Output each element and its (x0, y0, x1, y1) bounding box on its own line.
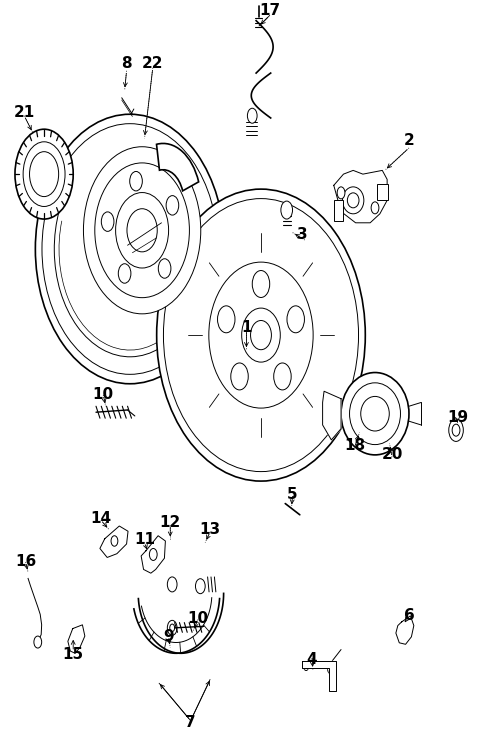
Text: 18: 18 (344, 438, 365, 453)
Circle shape (231, 363, 248, 390)
Text: 21: 21 (14, 105, 35, 120)
Text: 3: 3 (297, 226, 307, 241)
Ellipse shape (157, 189, 366, 481)
Text: 7: 7 (185, 715, 196, 730)
Circle shape (449, 419, 463, 441)
Ellipse shape (250, 320, 271, 350)
Ellipse shape (341, 372, 409, 455)
Circle shape (252, 271, 270, 298)
Circle shape (158, 259, 171, 278)
Circle shape (149, 548, 157, 560)
Text: 10: 10 (187, 611, 208, 626)
Circle shape (247, 108, 257, 123)
Polygon shape (141, 535, 165, 573)
Polygon shape (302, 661, 336, 691)
Ellipse shape (83, 147, 201, 314)
Text: 13: 13 (200, 522, 221, 537)
Circle shape (218, 306, 235, 333)
Text: 16: 16 (15, 554, 36, 569)
Text: 4: 4 (306, 652, 317, 667)
Circle shape (34, 636, 41, 648)
Ellipse shape (361, 396, 389, 431)
Circle shape (15, 129, 73, 219)
Text: 10: 10 (93, 387, 114, 402)
Text: 11: 11 (134, 532, 155, 547)
Ellipse shape (127, 209, 157, 252)
Circle shape (102, 212, 114, 232)
Ellipse shape (242, 308, 280, 362)
Circle shape (111, 535, 118, 546)
Text: 14: 14 (90, 511, 111, 526)
Circle shape (281, 201, 292, 219)
Circle shape (166, 196, 179, 215)
Text: 8: 8 (121, 56, 132, 71)
Ellipse shape (35, 114, 224, 384)
Text: 1: 1 (241, 320, 252, 335)
Circle shape (130, 171, 142, 191)
Text: 19: 19 (447, 410, 468, 425)
Text: 15: 15 (62, 647, 84, 663)
Circle shape (337, 186, 345, 199)
Circle shape (196, 579, 205, 593)
Polygon shape (100, 526, 128, 557)
Text: 12: 12 (160, 515, 181, 529)
Polygon shape (334, 171, 387, 223)
Circle shape (167, 577, 177, 592)
Polygon shape (396, 616, 414, 644)
Circle shape (327, 663, 335, 675)
Circle shape (167, 620, 177, 635)
Circle shape (118, 264, 131, 284)
Circle shape (371, 202, 379, 214)
Text: 22: 22 (142, 56, 163, 71)
Circle shape (287, 306, 305, 333)
Ellipse shape (116, 193, 168, 268)
Bar (377, 184, 388, 200)
Polygon shape (68, 625, 85, 653)
Circle shape (23, 142, 65, 207)
Text: 5: 5 (287, 487, 298, 502)
Wedge shape (157, 144, 199, 191)
Text: 2: 2 (404, 133, 414, 148)
Text: 9: 9 (163, 629, 174, 644)
Text: 17: 17 (259, 4, 280, 19)
Text: 6: 6 (404, 608, 414, 623)
Polygon shape (323, 391, 341, 440)
Text: 20: 20 (381, 447, 403, 462)
Circle shape (304, 663, 308, 671)
Bar (334, 200, 344, 221)
Circle shape (274, 363, 291, 390)
